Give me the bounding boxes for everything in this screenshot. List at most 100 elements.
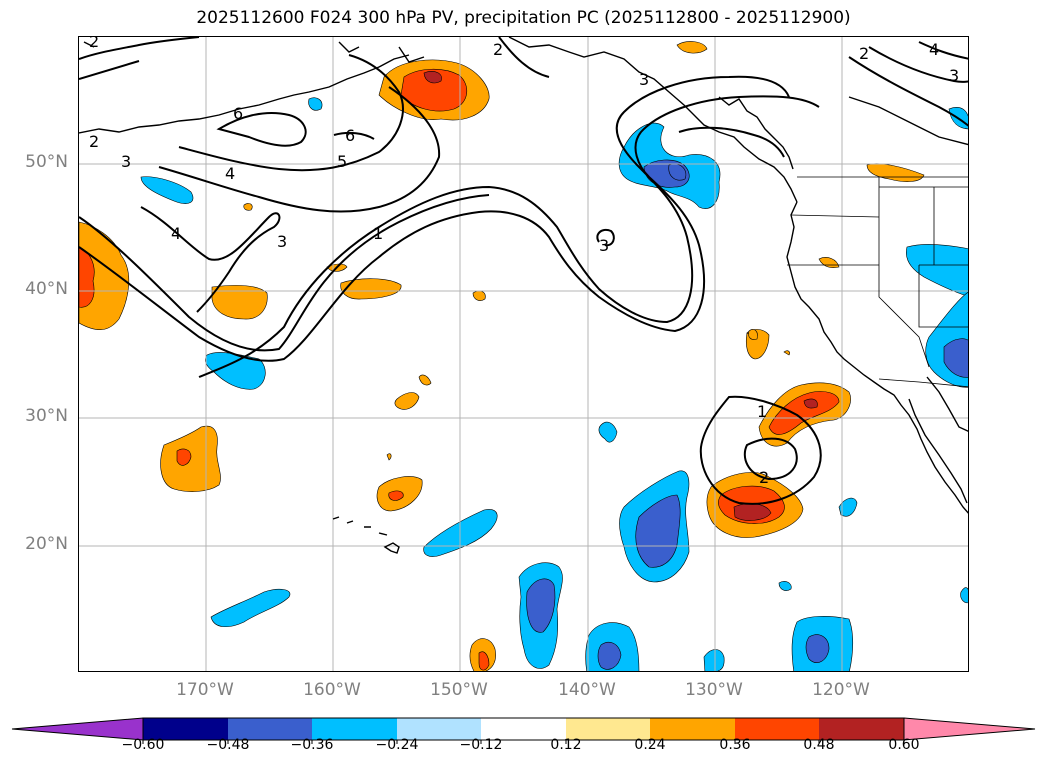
colorbar-tick-label: −0.48	[206, 737, 250, 753]
colorbar-tick-label: 0.24	[634, 737, 666, 753]
precip-blob-west-edge	[79, 221, 130, 330]
colorbar-bin	[481, 718, 566, 740]
border-us-mexico	[878, 378, 968, 388]
colorbar	[11, 717, 1036, 744]
precip-core-148w-10n	[478, 651, 490, 671]
colorbar-tick-label: −0.60	[121, 737, 165, 753]
precip-neg-140w-28n	[598, 421, 618, 443]
contour-label: 4	[225, 164, 235, 183]
map-title: 2025112600 F024 300 hPa PV, precipitatio…	[196, 8, 851, 28]
lat-label-30n: 30°N	[25, 406, 68, 426]
contour-1-subtropical-outer	[699, 395, 822, 505]
contour-label: 4	[929, 40, 939, 59]
contour-label: 3	[599, 236, 609, 255]
contour-label: 2	[759, 468, 769, 487]
precip-neg-core-112w-35n	[943, 338, 968, 378]
colorbar-bin	[650, 718, 735, 740]
precip-neg-core-137w-12n	[597, 642, 622, 670]
colorbar-tick-label: −0.36	[290, 737, 334, 753]
precip-neg-111w-15n	[960, 587, 968, 604]
contour-6-loop	[216, 111, 307, 147]
precip-neg-core-143w-14n	[526, 578, 556, 633]
precip-blob-165w-40n	[211, 285, 268, 320]
colorbar-tickmarks	[142, 740, 905, 744]
lat-label-20n: 20°N	[25, 534, 68, 554]
precip-blob-127w-38n	[748, 329, 758, 340]
precip-neg-168w-15n	[210, 588, 291, 627]
precip-negative-shading	[140, 97, 968, 671]
precip-core-125w-31n	[768, 391, 840, 435]
precip-neg-171w-48n	[140, 176, 194, 204]
contour-label: 2	[493, 40, 503, 59]
contour-label: 2	[89, 37, 99, 51]
contour-1-upper	[678, 126, 785, 158]
pv-contours	[79, 37, 968, 505]
precip-peak-alaska-gulf	[423, 71, 442, 84]
contour-1-main	[198, 75, 790, 378]
map-panel: 2 2 3 4 6 6 5 4 3 1 3 2 3 4 2 3 1 2	[78, 36, 969, 672]
contour-label: 4	[171, 224, 181, 243]
precip-neg-core-125w-12n	[805, 634, 830, 663]
colorbar-bin	[228, 718, 312, 740]
coast-north-america-interior	[848, 96, 968, 146]
colorbar-tick-label: −0.12	[459, 737, 503, 753]
precip-neg-163w-35n	[205, 352, 266, 390]
colorbar-bin	[312, 718, 397, 740]
contour-2-topright	[848, 56, 968, 127]
coast-hawaii	[332, 516, 400, 554]
precip-blob-114w-48n	[866, 163, 925, 182]
contour-3-main	[79, 194, 490, 352]
contour-2-subtropical-inner	[743, 437, 798, 481]
colorbar-bin	[143, 718, 228, 740]
precip-neg-126w-16n	[778, 581, 792, 591]
precip-blob-150w-34n	[418, 374, 432, 386]
contour-4-topright	[918, 41, 968, 60]
contour-label: 3	[121, 152, 131, 171]
border-nevada-california	[878, 265, 930, 368]
contour-label-group: 2 2 3 4 6 6 5 4 3 1 3 2 3 4 2 3 1 2	[89, 37, 959, 487]
border-montana-wyoming	[879, 186, 968, 265]
contour-label: 3	[639, 70, 649, 89]
lon-label-130w: 130°W	[685, 680, 743, 700]
contour-label: 5	[337, 152, 347, 171]
lat-label-40n: 40°N	[25, 279, 68, 299]
precip-positive-shading	[79, 41, 925, 671]
map-svg: 2 2 3 4 6 6 5 4 3 1 3 2 3 4 2 3 1 2	[79, 37, 968, 671]
contour-6-right	[333, 131, 375, 140]
contour-1-ridge-top	[498, 37, 550, 78]
colorbar-bin	[566, 718, 650, 740]
colorbar-tick-label: 0.36	[719, 737, 751, 753]
contour-label: 2	[89, 132, 99, 151]
contour-2-main	[79, 95, 820, 362]
precip-core-170w-27n	[176, 448, 192, 466]
precip-neg-132w-11n	[703, 649, 725, 671]
precip-core-alaska-gulf	[400, 68, 467, 112]
coast-arctic-fragments	[83, 41, 425, 63]
contour-label: 2	[859, 44, 869, 63]
coast-bc-islands	[718, 96, 794, 170]
precip-core-153w-23n	[388, 490, 404, 501]
contour-label: 1	[373, 224, 383, 243]
contour-3-topright	[868, 46, 968, 83]
lon-label-160w: 160°W	[303, 680, 361, 700]
contour-label: 3	[949, 66, 959, 85]
colorbar-tick-label: 0.60	[888, 737, 920, 753]
lon-label-170w: 170°W	[176, 680, 234, 700]
lon-label-150w: 150°W	[430, 680, 488, 700]
map-gridlines	[79, 37, 968, 671]
precip-blob-130w-58n	[676, 41, 708, 54]
coast-baja	[908, 398, 968, 504]
contour-label: 3	[277, 232, 287, 251]
colorbar-bin	[397, 718, 481, 740]
political-boundaries	[787, 176, 968, 388]
precip-blob-125w-33n	[783, 350, 790, 356]
contour-3-loop-42n	[596, 229, 615, 247]
coast-alaska-aleutians	[79, 54, 410, 134]
precip-neg-113w-43n	[906, 244, 968, 297]
lat-label-50n: 50°N	[25, 152, 68, 172]
contour-3-upperleft	[79, 60, 140, 80]
contour-label: 6	[345, 126, 355, 145]
lon-label-120w: 120°W	[812, 680, 870, 700]
precip-peak-125w-31n	[803, 398, 818, 409]
contour-5-arc	[178, 54, 404, 172]
